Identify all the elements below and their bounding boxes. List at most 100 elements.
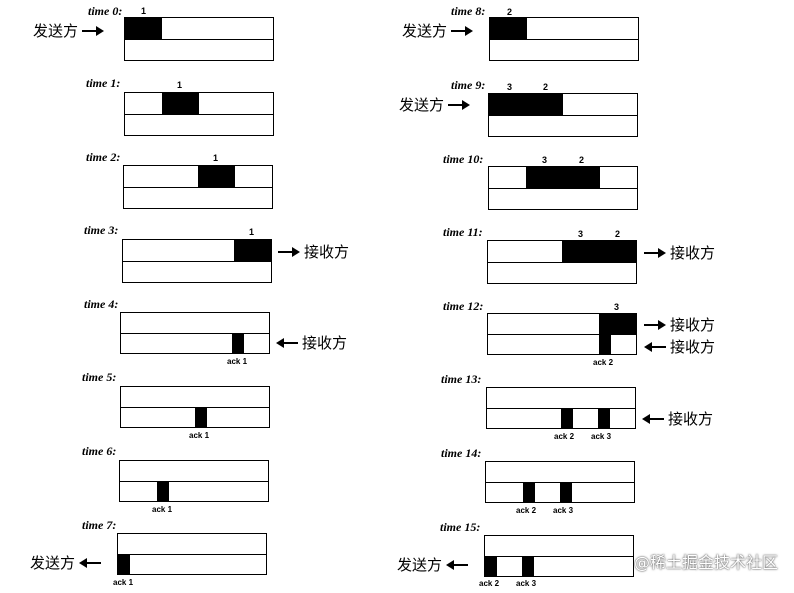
packet-label: 2 [615, 229, 621, 239]
data-packet [526, 167, 563, 188]
pipe-box [119, 460, 269, 502]
time-label: time 1: [86, 76, 121, 90]
sender-marker: 发送方 [397, 554, 469, 575]
receiver-marker: 接收方 [644, 336, 715, 357]
pipe-box [485, 461, 635, 503]
pipe-divider [118, 554, 266, 555]
sender-marker: 发送方 [33, 20, 105, 41]
pipe-box [487, 240, 637, 284]
pipe-box [120, 386, 270, 428]
pipe-divider [123, 261, 271, 262]
pipe-box [484, 535, 634, 577]
data-packet [162, 93, 199, 114]
arrow-right-icon [644, 247, 666, 258]
pipe-divider [489, 188, 637, 189]
data-packet [526, 94, 563, 115]
data-packet [562, 241, 599, 262]
sender-marker: 发送方 [399, 94, 471, 115]
data-packet [198, 166, 235, 187]
ack-label: ack 3 [516, 579, 537, 588]
receiver-label: 接收方 [670, 244, 716, 262]
ack-packet [598, 408, 610, 428]
packet-label: 3 [614, 302, 620, 312]
ack-label: ack 3 [553, 506, 574, 515]
pipe-divider [121, 333, 269, 334]
packet-label: 3 [542, 155, 548, 165]
pipe-divider [489, 115, 637, 116]
ack-label: ack 2 [479, 579, 500, 588]
receiver-label: 接收方 [670, 316, 716, 334]
data-packet [599, 241, 636, 262]
ack-label: ack 1 [113, 578, 134, 587]
packet-label: 1 [141, 6, 147, 16]
packet-label: 1 [177, 80, 183, 90]
sender-label: 发送方 [33, 22, 79, 40]
packet-label: 1 [213, 153, 219, 163]
data-packet [125, 18, 162, 39]
ack-label: ack 2 [516, 506, 537, 515]
sender-label: 发送方 [30, 554, 76, 572]
sender-label: 发送方 [399, 96, 445, 114]
arrow-left-icon [644, 341, 666, 352]
ack-packet [599, 334, 611, 354]
sender-marker: 发送方 [402, 20, 474, 41]
time-label: time 6: [82, 444, 117, 458]
pipe-box [122, 239, 272, 283]
arrow-right-icon [278, 246, 300, 257]
ack-label: ack 1 [189, 431, 210, 440]
packet-label: 2 [579, 155, 585, 165]
ack-label: ack 1 [152, 505, 173, 514]
receiver-marker: 接收方 [276, 332, 347, 353]
time-label: time 7: [82, 518, 117, 532]
pipe-box [120, 312, 270, 354]
arrow-left-icon [276, 337, 298, 348]
pipe-box [124, 92, 274, 136]
pipe-divider [485, 556, 633, 557]
receiver-marker: 接收方 [642, 408, 713, 429]
sender-label: 发送方 [402, 22, 448, 40]
time-label: time 0: [88, 4, 123, 18]
receiver-label: 接收方 [302, 334, 348, 352]
pipe-divider [488, 262, 636, 263]
packet-label: 3 [578, 229, 584, 239]
time-label: time 15: [440, 520, 481, 534]
time-label: time 5: [82, 370, 117, 384]
time-label: time 10: [443, 152, 484, 166]
data-packet [563, 167, 600, 188]
ack-packet [195, 407, 207, 427]
data-packet [234, 240, 271, 261]
arrow-right-icon [82, 25, 105, 36]
receiver-label: 接收方 [304, 243, 350, 261]
pipe-box [487, 313, 637, 355]
packet-label: 2 [543, 82, 549, 92]
ack-packet [522, 556, 534, 576]
ack-label: ack 2 [593, 358, 614, 367]
time-label: time 12: [443, 299, 484, 313]
receiver-label: 接收方 [670, 338, 716, 356]
packet-label: 3 [507, 82, 513, 92]
time-label: time 4: [84, 297, 119, 311]
pipe-box [124, 17, 274, 61]
data-packet [489, 94, 526, 115]
pipe-divider [490, 39, 638, 40]
ack-label: ack 1 [227, 357, 248, 366]
ack-packet [523, 482, 535, 502]
ack-label: ack 3 [591, 432, 612, 441]
pipe-box [123, 165, 273, 209]
pipe-box [117, 533, 267, 575]
ack-packet [485, 556, 497, 576]
pipe-divider [124, 187, 272, 188]
ack-label: ack 2 [554, 432, 575, 441]
arrow-right-icon [448, 99, 471, 110]
watermark: @稀土掘金技术社区 [633, 553, 778, 572]
data-packet [599, 314, 636, 334]
arrow-right-icon [451, 25, 474, 36]
time-label: time 11: [443, 225, 483, 239]
receiver-label: 接收方 [668, 410, 714, 428]
ack-packet [560, 482, 572, 502]
time-label: time 13: [441, 372, 482, 386]
arrow-left-icon [446, 559, 469, 570]
pipe-box [489, 17, 639, 61]
ack-packet [157, 481, 169, 501]
